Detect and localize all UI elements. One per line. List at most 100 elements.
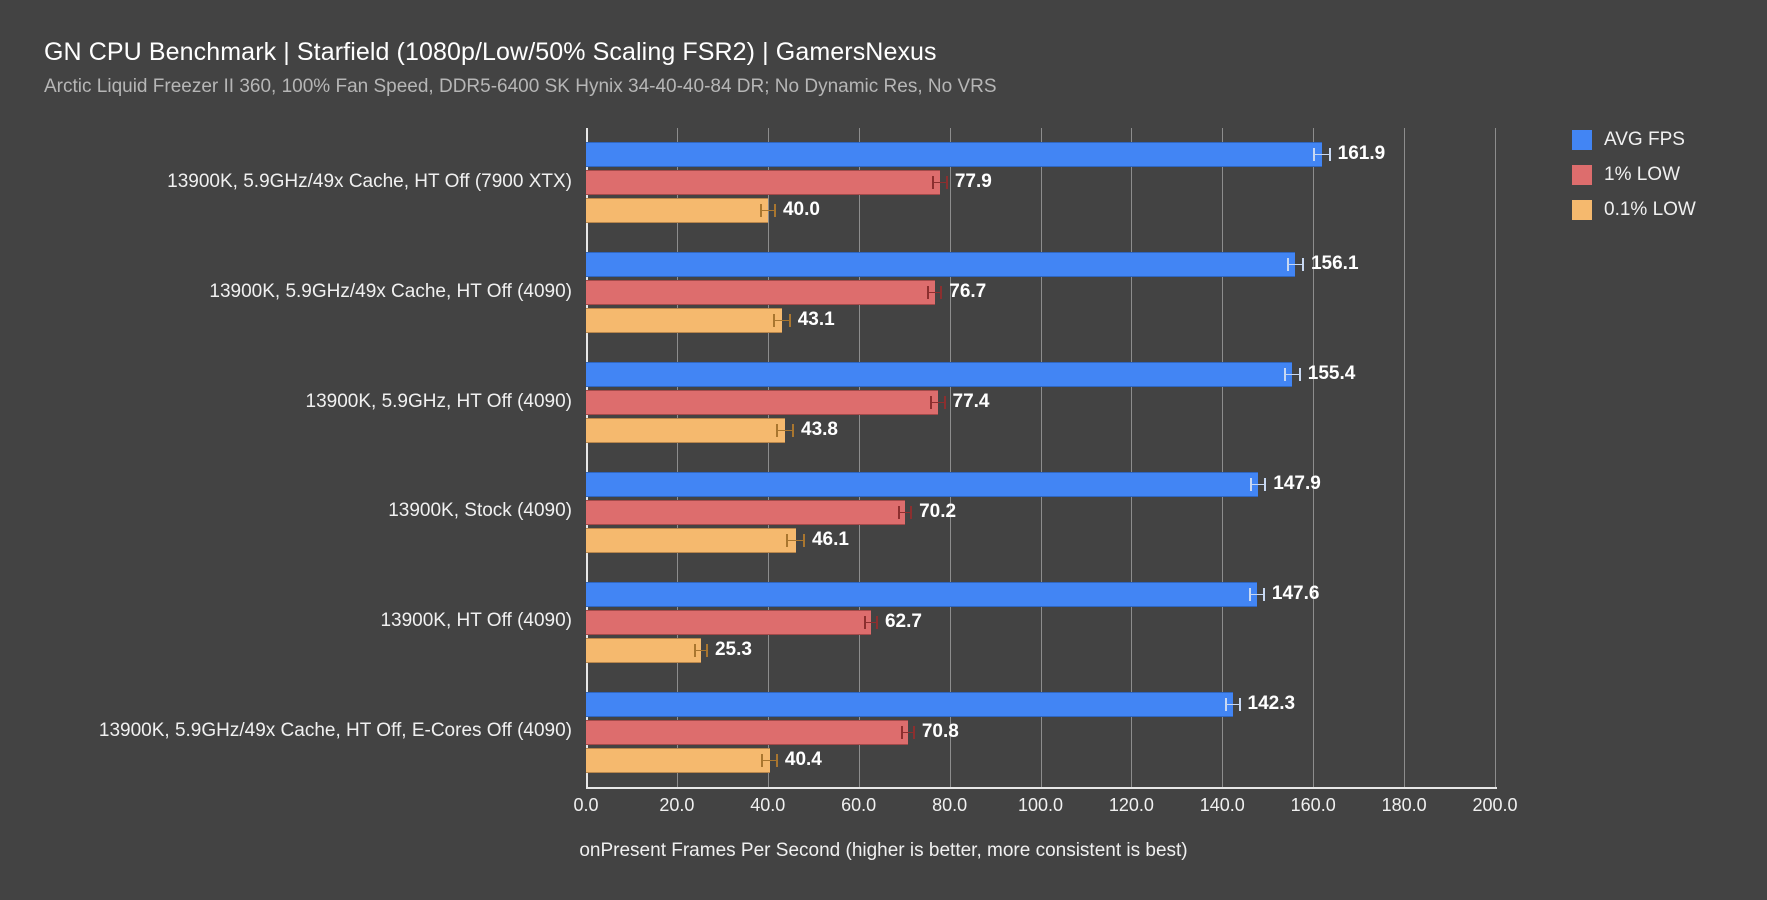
error-bar-stem [1250,483,1267,485]
error-bar [776,424,795,438]
error-bar-stem [786,539,805,541]
legend-swatch-icon [1572,164,1592,185]
error-bar-stem [1248,593,1265,595]
error-bar-cap-right [792,424,795,438]
legend-item-1-low[interactable]: 1% LOW [1572,157,1696,192]
bar-value-label: 77.4 [952,391,990,413]
error-bar-cap-left [1286,258,1289,272]
plot-area: 161.9 77.9 40.0 156.1 76.7 43.1 155.4 77.4 43.8 1… [586,128,1496,787]
error-bar [863,615,878,629]
bar-avg[interactable] [586,581,1257,607]
error-bar-stem [926,292,943,294]
bar-low1[interactable] [586,170,941,196]
bar-low01[interactable] [586,637,701,663]
error-bar [898,505,913,519]
error-bar-stem [693,649,708,651]
error-bar [1283,368,1301,382]
error-bar [932,176,948,190]
error-bar-cap-left [1248,587,1251,601]
bar-low1[interactable] [586,280,935,306]
x-axis-tick-label: 20.0 [659,795,695,815]
error-bar [930,396,946,410]
error-bar-cap-left [1224,697,1227,711]
error-bar-cap-left [932,176,935,190]
bar-low1[interactable] [586,719,908,745]
error-bar-cap-left [693,643,696,657]
category-label: 13900K, 5.9GHz, HT Off (4090) [305,390,573,412]
error-bar [900,725,915,739]
error-bar-cap-right [875,615,878,629]
error-bar-cap-right [943,396,946,410]
error-bar [1313,148,1331,162]
bar-row: 147.6 [586,581,1495,607]
category-label: 13900K, 5.9GHz/49x Cache, HT Off (4090) [209,280,572,302]
chart-subtitle: Arctic Liquid Freezer II 360, 100% Fan S… [44,76,997,97]
error-bar-cap-right [705,643,708,657]
bar-avg[interactable] [586,691,1233,717]
error-bar [1248,587,1265,601]
error-bar-cap-right [1298,368,1301,382]
x-axis-tick-label: 60.0 [841,795,877,815]
bar-low1[interactable] [586,609,871,635]
bar-low01[interactable] [586,527,796,553]
x-axis-tick-label: 40.0 [750,795,786,815]
bar-avg[interactable] [586,142,1322,168]
bar-row: 25.3 [586,637,1495,663]
error-bar [786,533,805,547]
x-axis-title: onPresent Frames Per Second (higher is b… [579,840,1188,861]
bar-low01[interactable] [586,418,786,444]
bar-row: 156.1 [586,252,1495,278]
gridline [858,128,860,787]
bar-row: 142.3 [586,691,1495,717]
bar-value-label: 62.7 [884,610,922,632]
error-bar-stem [759,210,776,212]
error-bar-cap-right [802,533,805,547]
bar-low01[interactable] [586,198,768,224]
error-bar-stem [773,320,791,322]
y-axis-line [586,128,588,789]
legend-item-avg-fps[interactable]: AVG FPS [1572,122,1696,157]
error-bar-stem [932,182,948,184]
error-bar-cap-left [776,424,779,438]
error-bar-stem [1286,264,1304,266]
gridline [1222,128,1224,787]
gridline [676,128,678,787]
x-axis-tick-label: 140.0 [1199,795,1245,815]
bar-group: 161.9 77.9 40.0 [586,142,1495,224]
legend-swatch-icon [1572,129,1592,150]
bar-row: 40.4 [586,747,1495,773]
error-bar-cap-right [1328,148,1331,162]
bar-row: 46.1 [586,527,1495,553]
error-bar-stem [761,759,778,761]
error-bar [1250,477,1267,491]
bar-group: 156.1 76.7 43.1 [586,252,1495,334]
bar-low01[interactable] [586,308,782,334]
bar-group: 142.3 70.8 40.4 [586,691,1495,773]
bar-low1[interactable] [586,390,938,416]
error-bar [761,753,778,767]
chart-legend: AVG FPS 1% LOW 0.1% LOW [1572,122,1696,227]
gridline [949,128,951,787]
error-bar-cap-left [1283,368,1286,382]
bar-avg[interactable] [586,362,1293,388]
legend-item-0-1-low[interactable]: 0.1% LOW [1572,192,1696,227]
error-bar-stem [776,430,795,432]
gridline [1313,128,1315,787]
bar-low01[interactable] [586,747,770,773]
legend-swatch-icon [1572,199,1592,220]
x-axis-tick-label: 180.0 [1381,795,1427,815]
error-bar-stem [1313,154,1331,156]
bar-row: 155.4 [586,362,1495,388]
bar-low1[interactable] [586,499,906,525]
error-bar-cap-right [1301,258,1304,272]
bar-row: 70.2 [586,499,1495,525]
bar-avg[interactable] [586,471,1259,497]
error-bar-cap-right [910,505,913,519]
bar-row: 77.9 [586,170,1495,196]
bar-avg[interactable] [586,252,1296,278]
gridline [1495,128,1496,787]
error-bar [1224,697,1241,711]
error-bar-cap-right [940,286,943,300]
error-bar-cap-right [912,725,915,739]
